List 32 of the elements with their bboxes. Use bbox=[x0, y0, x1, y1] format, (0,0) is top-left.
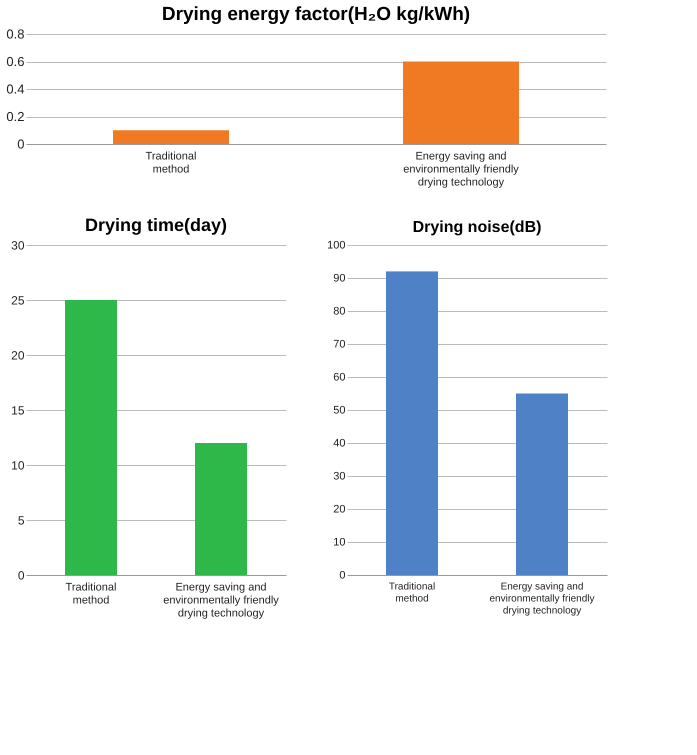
y-tick-label: 5 bbox=[18, 514, 25, 528]
x-tick-label: Energy saving and environmentally friendly drying technology bbox=[489, 582, 595, 616]
y-tick-label: 0.6 bbox=[6, 54, 24, 69]
y-tick-label: 0 bbox=[339, 570, 346, 582]
y-tick-label: 25 bbox=[11, 294, 25, 308]
y-tick-label: 60 bbox=[333, 372, 346, 384]
y-tick-label: 15 bbox=[11, 404, 25, 418]
y-tick-label: 80 bbox=[333, 306, 346, 318]
y-tick-label: 30 bbox=[333, 470, 346, 482]
x-tick-label: Energy saving and environmentally friendly drying technology bbox=[403, 150, 520, 188]
y-tick-label: 20 bbox=[333, 504, 346, 516]
x-tick-label: Traditional method bbox=[146, 150, 196, 176]
chart-title: Drying time(day) bbox=[84, 215, 228, 235]
y-tick-label: 0 bbox=[17, 136, 24, 152]
y-tick-label: 70 bbox=[333, 338, 346, 350]
y-tick-label: 90 bbox=[333, 272, 346, 284]
y-tick-label: 0 bbox=[18, 568, 25, 582]
x-tick-label: Traditional method bbox=[66, 582, 116, 606]
y-tick-label: 100 bbox=[327, 240, 346, 252]
y-tick-label: 20 bbox=[11, 348, 25, 362]
x-tick-label: Traditional method bbox=[388, 582, 436, 604]
y-tick-label: 0.2 bbox=[6, 109, 24, 124]
x-tick-label: Energy saving and environmentally friendly drying technology bbox=[163, 582, 280, 620]
chart-title: Drying noise(dB) bbox=[412, 219, 542, 236]
chart-title: Drying energy factor(H₂O kg/kWh) bbox=[162, 4, 470, 25]
y-tick-label: 40 bbox=[333, 438, 346, 450]
y-tick-label: 0.4 bbox=[6, 82, 24, 96]
y-tick-label: 30 bbox=[11, 238, 25, 252]
y-tick-label: 0.8 bbox=[6, 26, 24, 42]
y-tick-label: 10 bbox=[333, 536, 346, 548]
y-tick-label: 50 bbox=[333, 404, 346, 416]
y-tick-label: 10 bbox=[11, 458, 25, 472]
